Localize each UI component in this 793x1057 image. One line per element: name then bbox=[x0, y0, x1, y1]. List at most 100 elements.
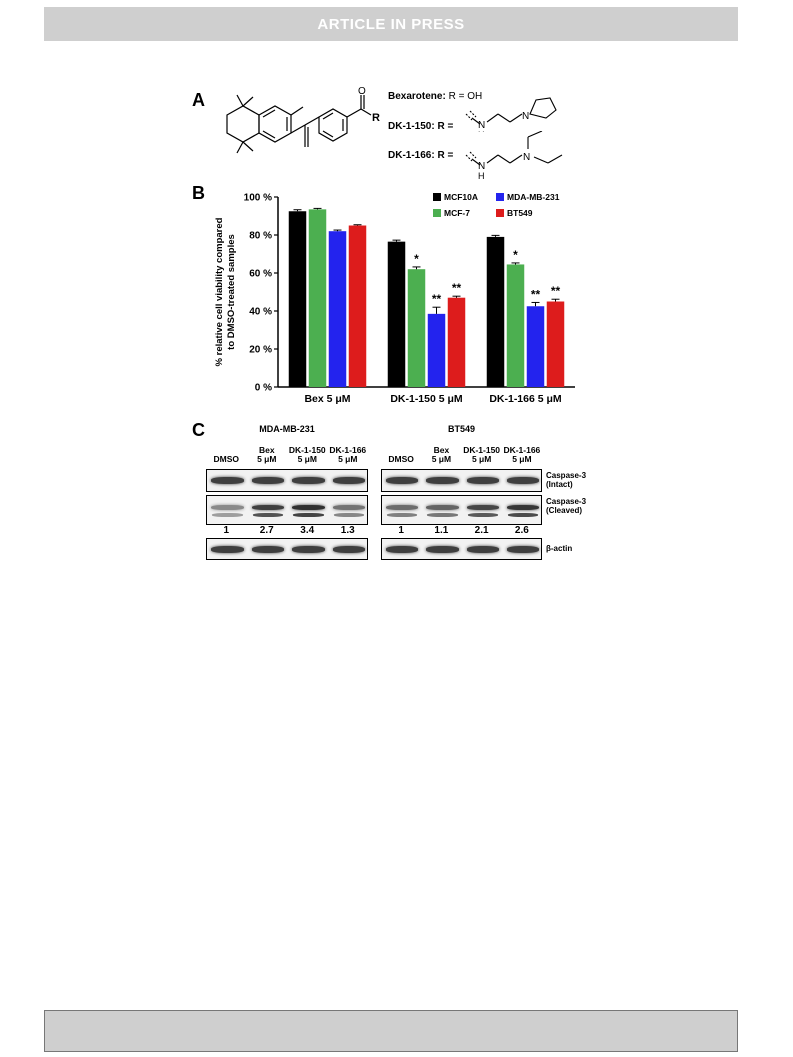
blot-title-right: BT549 bbox=[447, 424, 475, 434]
protein-band bbox=[211, 505, 244, 510]
legend-label: MCF10A bbox=[444, 192, 478, 202]
legend-swatch bbox=[433, 209, 441, 217]
dk-1-150-sidechain-structure: N H N bbox=[465, 97, 557, 132]
protein-band bbox=[506, 545, 539, 553]
protein-band bbox=[332, 505, 365, 510]
carbonyl-o-label: O bbox=[358, 86, 366, 97]
protein-band bbox=[466, 505, 499, 510]
band-quantification: 2.6 bbox=[514, 525, 529, 536]
significance-marker: ** bbox=[432, 292, 442, 306]
legend-swatch bbox=[496, 193, 504, 201]
protein-band bbox=[211, 545, 244, 553]
protein-band bbox=[251, 505, 284, 510]
significance-marker: ** bbox=[452, 281, 462, 295]
band-quantification: 3.4 bbox=[300, 525, 315, 536]
lane-header-line1: DK-1-150 bbox=[288, 445, 326, 455]
bexarotene-r-definition: Bexarotene: R = OH bbox=[388, 91, 483, 102]
protein-band bbox=[292, 505, 325, 510]
protein-band bbox=[252, 513, 283, 517]
bar-mcf10a bbox=[288, 211, 307, 387]
protein-band bbox=[211, 477, 244, 484]
y-tick-label: 100 % bbox=[244, 193, 272, 204]
blot-strip-cleaved bbox=[381, 495, 542, 525]
protein-band bbox=[386, 477, 419, 484]
panel-label-b: B bbox=[192, 183, 205, 203]
band-quantification: 2.7 bbox=[259, 525, 274, 536]
y-tick-label: 20 % bbox=[249, 345, 272, 356]
bar-bt549 bbox=[546, 301, 565, 387]
dk-1-150-pyrrolidine-n: N bbox=[522, 111, 529, 122]
blot-strip-actin bbox=[381, 538, 542, 560]
dk-1-166-amide-h: H bbox=[478, 171, 485, 181]
protein-band bbox=[332, 477, 365, 484]
blot-row-label-line2: (Intact) bbox=[546, 480, 573, 489]
lane-header-line2: DMSO bbox=[388, 454, 414, 464]
panel-label-a: A bbox=[192, 90, 205, 110]
x-category-label: Bex 5 μM bbox=[304, 393, 350, 405]
blot-row-label-line1: Caspase-3 bbox=[546, 471, 587, 480]
lane-header-line1: DK-1-166 bbox=[503, 445, 541, 455]
protein-band bbox=[212, 513, 243, 517]
bar-mcf10a bbox=[387, 241, 406, 387]
dk-1-150-amide-h: H bbox=[478, 130, 485, 132]
legend-label: MCF-7 bbox=[444, 208, 470, 218]
protein-band bbox=[333, 513, 364, 517]
legend-label: BT549 bbox=[507, 208, 533, 218]
dk-1-150-r-value: R = bbox=[437, 121, 454, 132]
legend-label: MDA-MB-231 bbox=[507, 192, 560, 202]
cell-viability-chart: 0 % 20 % 40 % 60 % 80 % 100 % % relative cell … bbox=[200, 185, 580, 415]
lane-header-line2: 5 μM bbox=[431, 454, 452, 464]
lane-header-line1: Bex bbox=[433, 445, 450, 455]
band-quantification: 1.1 bbox=[434, 525, 449, 536]
lane-header-line2: DMSO bbox=[213, 454, 240, 464]
legend-swatch bbox=[496, 209, 504, 217]
x-category-label: DK-1-150 5 μM bbox=[390, 393, 463, 405]
y-tick-label: 80 % bbox=[249, 231, 272, 242]
blot-row-label-line1: β-actin bbox=[546, 544, 573, 553]
dk-1-150-amide-n: N bbox=[478, 120, 485, 131]
significance-marker: ** bbox=[551, 284, 561, 298]
lane-header-line2: 5 μM bbox=[297, 454, 317, 464]
dk-1-166-r-definition: DK-1-166: R = bbox=[388, 150, 454, 161]
protein-band bbox=[251, 477, 284, 484]
protein-band bbox=[426, 477, 459, 484]
lane-header-line1: DK-1-166 bbox=[329, 445, 367, 455]
dk-1-166-amide-n: N bbox=[478, 161, 485, 172]
bar-mda-mb-231 bbox=[427, 313, 446, 387]
cell-viability-bar-chart: 0 % 20 % 40 % 60 % 80 % 100 % % relative cell … bbox=[214, 192, 575, 405]
band-quantification: 1 bbox=[398, 525, 404, 536]
protein-band bbox=[507, 513, 538, 517]
dk-1-150-r-definition: DK-1-150: R = bbox=[388, 121, 454, 132]
blot-strip-cleaved bbox=[206, 495, 368, 525]
blot-strip-actin bbox=[206, 538, 368, 560]
compound-name-dk-1-166: DK-1-166 bbox=[388, 150, 432, 161]
band-quantification: 2.1 bbox=[474, 525, 489, 536]
blot-strip-intact bbox=[206, 469, 368, 492]
protein-band bbox=[506, 477, 539, 484]
x-category-label: DK-1-166 5 μM bbox=[489, 393, 562, 405]
protein-band bbox=[426, 505, 459, 510]
legend-swatch bbox=[433, 193, 441, 201]
y-tick-label: 0 % bbox=[255, 383, 272, 394]
bar-bt549 bbox=[447, 297, 466, 387]
protein-band bbox=[467, 513, 498, 517]
dk-1-166-diethylamine-n: N bbox=[523, 152, 530, 163]
bar-mcf-7 bbox=[407, 269, 426, 387]
protein-band bbox=[427, 513, 458, 517]
protein-band bbox=[332, 545, 365, 553]
bar-mda-mb-231 bbox=[526, 306, 545, 387]
protein-band bbox=[292, 545, 325, 553]
dk-1-166-r-value: R = bbox=[437, 150, 454, 161]
band-quantification: 1 bbox=[223, 525, 230, 536]
protein-band bbox=[466, 477, 499, 484]
blot-strip-intact bbox=[381, 469, 542, 492]
significance-marker: * bbox=[513, 248, 518, 262]
band-quantification: 1.3 bbox=[340, 525, 355, 536]
lane-header-line1: Bex bbox=[258, 445, 275, 455]
bexarotene-core-structure: O R bbox=[205, 85, 395, 180]
lane-header-line2: 5 μM bbox=[338, 454, 358, 464]
blot-title-left: MDA-MB-231 bbox=[259, 424, 315, 434]
compound-name-dk-1-150: DK-1-150 bbox=[388, 121, 432, 132]
protein-band bbox=[506, 505, 539, 510]
bar-mcf-7 bbox=[308, 209, 327, 387]
